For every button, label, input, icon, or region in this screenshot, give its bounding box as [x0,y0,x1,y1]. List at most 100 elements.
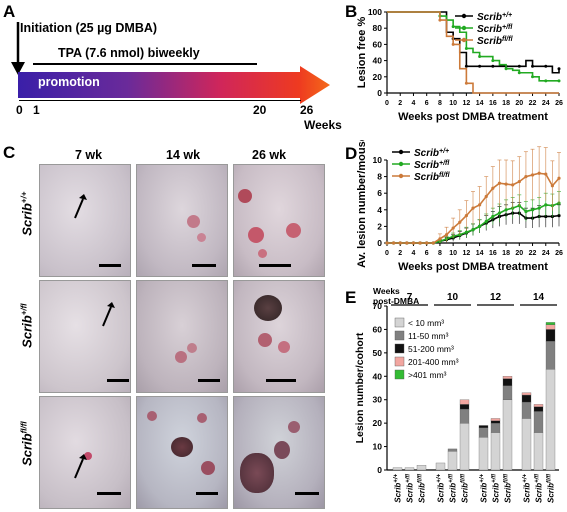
y-tick-label: 10 [373,442,383,452]
scale-bar [198,379,220,382]
week-label: 10 [447,292,459,303]
stacked-bar-segment [502,378,513,386]
week-label: 7 [407,292,413,303]
series-point [458,220,462,224]
week-label: 12 [490,292,502,303]
series-point [557,176,561,180]
legend-marker [461,13,467,19]
y-axis-title: Lesion number/cohort [354,332,366,443]
genotype-tick-label: Scrib+/fl [449,474,458,503]
x-tick-label: 18 [502,100,510,107]
timeline-unit: Weeks [304,118,342,132]
series-point [478,224,482,228]
y-tick-label: 8 [377,172,382,182]
scale-bar [99,264,121,267]
series-point [444,233,449,237]
genotype-tick-label: Scrib+/fl [406,474,415,503]
x-tick-label: 16 [489,250,497,257]
legend-label: Scribfl/fl [414,172,451,184]
stacked-bar-segment [478,437,489,471]
stacked-bar-segment [478,427,489,438]
timeline-tick-0: 0 [16,103,23,117]
series-point [557,214,561,218]
stacked-bar-segment [478,425,489,428]
series-line-1 [387,11,559,82]
scale-bar [266,379,296,382]
genotype-tick-label: Scribfl/fl [547,474,556,503]
series-point [464,64,468,68]
series-point [438,18,442,22]
x-tick-label: 12 [462,250,470,257]
series-point [464,214,468,218]
photo-het-7wk [39,280,131,393]
series-point [497,181,502,185]
y-tick-label: 0 [377,238,382,248]
series-point [491,214,495,219]
legend-marker [398,161,404,167]
photo-wt-7wk [39,164,131,277]
series-point [557,79,561,83]
series-line-0 [387,11,560,74]
legend-swatch [394,330,405,341]
genotype-tick-label: Scrib+/fl [535,474,544,503]
x-tick-label: 18 [502,250,510,257]
photo-hom-26wk [233,396,325,509]
series-point [524,175,528,179]
legend-label: 201-400 mm³ [408,357,459,367]
genotype-tick-label: Scribfl/fl [504,474,513,503]
stacked-bar-segment [502,376,513,379]
series-point [504,208,508,212]
series-point [537,171,541,175]
series-point [451,25,455,29]
series-point [405,241,409,245]
x-tick-label: 10 [449,100,457,107]
photo-hom-7wk [39,396,131,509]
x-tick-label: 12 [462,100,470,107]
week-header: Weeks [373,286,400,296]
x-tick-label: 24 [542,100,550,107]
y-axis-title: Lesion free % [356,17,368,89]
series-point [418,241,422,245]
series-line-2 [387,11,559,94]
series-point [471,228,475,232]
genotype-tick-label: Scrib+/+ [523,474,532,503]
series-point [478,203,482,207]
x-tick-label: 26 [555,250,563,257]
x-tick-label: 4 [412,100,416,107]
y-tick-label: 50 [373,348,383,358]
series-point [451,42,455,46]
series-point [411,241,416,245]
stacked-bar-segment [490,432,501,471]
stacked-bar-segment [392,467,403,471]
series-point [431,241,435,245]
panel-label-b: B [345,2,358,21]
stacked-bar-segment [459,422,470,471]
series-point [524,209,528,214]
series-point [478,55,482,59]
stacked-bar-segment [459,408,470,424]
initiation-label: Initiation (25 µg DMBA) [20,21,158,35]
promotion-timeline-arrow [18,66,330,104]
y-tick-label: 30 [373,395,383,405]
series-point [504,67,508,71]
photo-hom-14wk [136,396,228,509]
y-axis-title: Av. lesion number/mouse [356,140,368,268]
series-point [557,67,561,71]
y-tick-label: 40 [373,56,383,66]
stacked-bar-segment [447,451,458,471]
legend-swatch [394,343,405,354]
stacked-bar-segment [545,340,556,370]
tpa-line [33,63,257,65]
x-tick-label: 0 [385,100,389,107]
series-point [464,46,468,50]
stacked-bar-segment [416,465,427,471]
stacked-bar-segment [545,322,556,325]
series-point [544,203,548,207]
series-point [517,179,521,184]
promotion-label: promotion [38,75,100,89]
series-point [504,182,508,186]
legend-marker [398,149,404,155]
x-tick-label: 16 [489,100,497,107]
y-tick-label: 100 [368,7,382,17]
